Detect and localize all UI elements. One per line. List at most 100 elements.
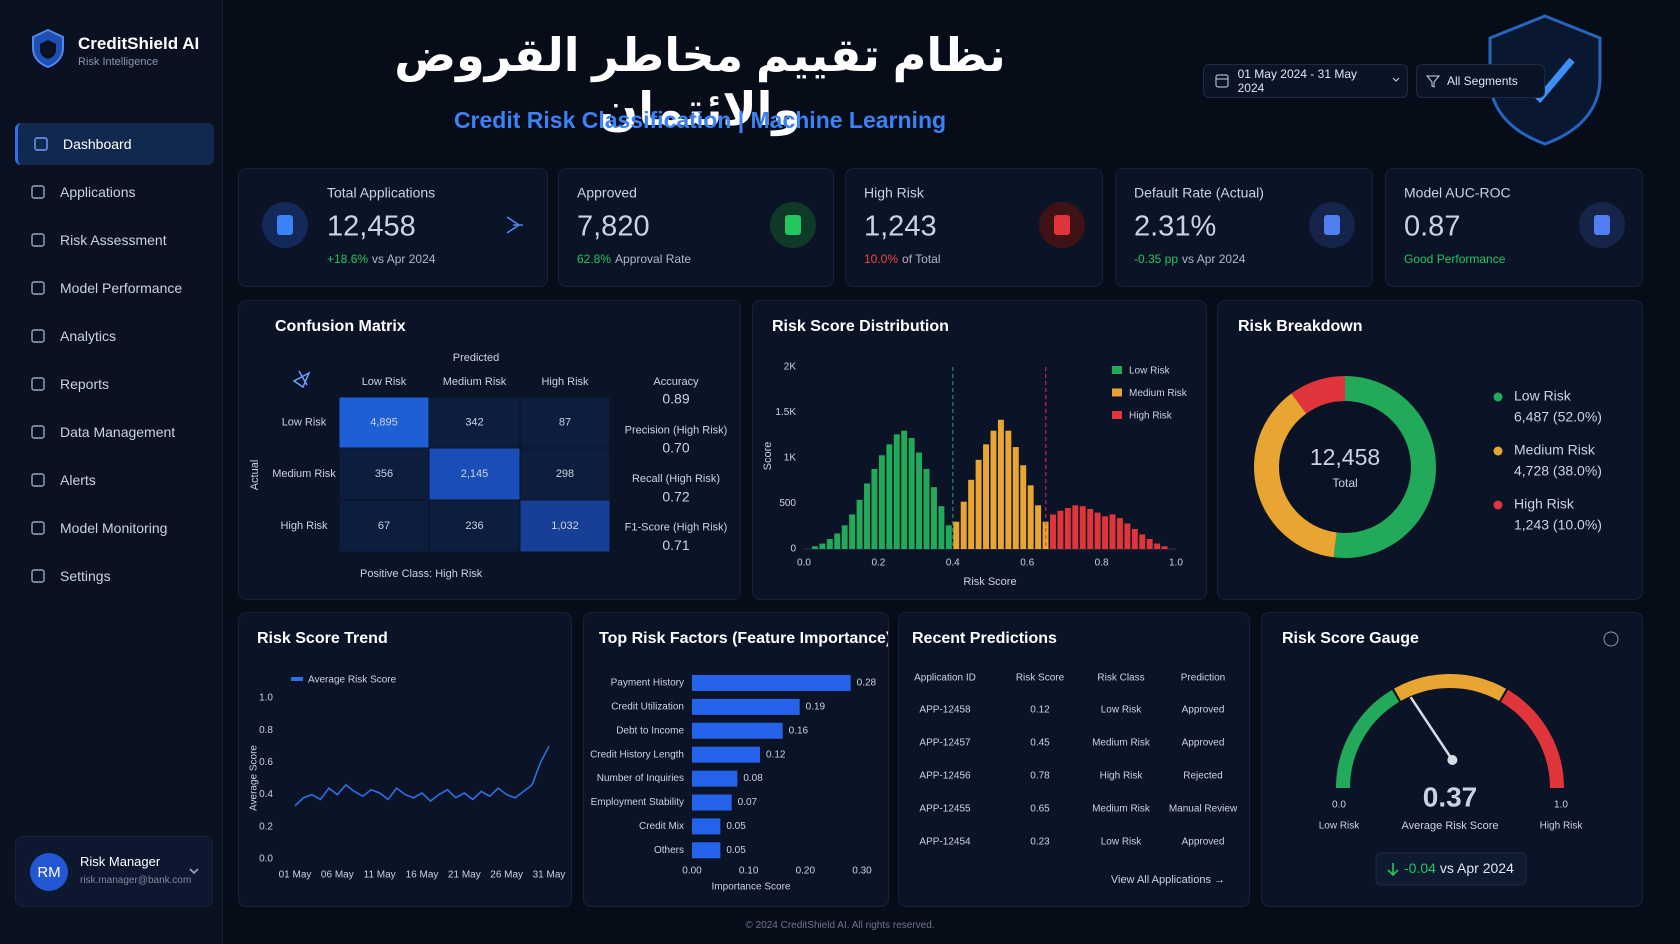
segment-filter[interactable]: All Segments (1416, 64, 1545, 98)
date-range-picker[interactable]: 01 May 2024 - 31 May 2024 (1203, 64, 1408, 98)
x-tick-label: 31 May (533, 870, 566, 881)
matrix-value: 4,895 (370, 416, 398, 428)
nav-icon (31, 281, 45, 295)
user-avatar: RM (30, 853, 68, 891)
date-range: 01 May 2024 - 31 May 2024 (1237, 67, 1357, 95)
kpi-trend-icon (506, 216, 523, 234)
histogram-bar (968, 479, 975, 549)
y-axis-title: Score (762, 442, 774, 471)
nav-item[interactable]: Applications (15, 171, 211, 213)
gauge-tick-caption: High Risk (1540, 821, 1584, 832)
legend-swatch (291, 677, 303, 681)
nav-item[interactable]: Dashboard (15, 123, 214, 165)
y-axis-title: Average Score (249, 745, 260, 811)
confusion-matrix-card: Confusion Matrix Predicted Actual Low Risk M… (238, 300, 741, 600)
matrix-cell (338, 396, 430, 449)
x-tick-label: 0.6 (1020, 558, 1034, 569)
nav-icon-shape (34, 137, 48, 151)
category-label: Credit History Length (590, 749, 684, 760)
gauge-label: Average Risk Score (1401, 820, 1498, 832)
nav-item[interactable]: Risk Assessment (15, 219, 211, 261)
nav-item[interactable]: Analytics (15, 315, 211, 357)
nav-item[interactable]: Data Management (15, 411, 211, 453)
matrix-cell (519, 499, 611, 553)
nav-icon-shape (31, 425, 45, 439)
histogram-bar (1027, 485, 1034, 549)
histogram-bar (1005, 430, 1012, 549)
y-tick-label: 0.2 (259, 821, 273, 832)
table-cell: APP-12458 (919, 705, 971, 716)
kpi-highlight: -0.35 pp (1134, 252, 1178, 266)
histogram-bar (1139, 534, 1146, 549)
card-title: Top Risk Factors (Feature Importance) (599, 630, 888, 647)
legend-label: High Risk (1514, 496, 1575, 512)
histogram-bar (878, 455, 885, 549)
card-title: Risk Breakdown (1238, 318, 1362, 335)
nav-label: Reports (60, 376, 110, 392)
histogram-bar (1161, 546, 1168, 549)
delta-note: vs Apr 2024 (1440, 860, 1514, 876)
matrix-value: 356 (375, 468, 393, 480)
card-title: Risk Score Trend (257, 630, 388, 647)
delta-text: -0.04 vs Apr 2024 (1404, 860, 1514, 876)
nav-icon (34, 137, 48, 151)
kpi-label: Model AUC-ROC (1404, 185, 1511, 201)
user-panel[interactable]: RM Risk Manager risk.manager@bank.com (15, 836, 213, 907)
matrix-cell (338, 499, 430, 553)
table-header: Risk Score (1016, 673, 1065, 684)
kpi-note: vs Apr 2024 (1182, 252, 1246, 266)
card-canvas: Risk Score Distribution 0 500 1K 1.5K 2K 0.0 0.… (762, 318, 1188, 588)
gauge-tick-caption: Low Risk (1319, 821, 1361, 832)
card-canvas: Confusion Matrix Predicted Actual Low Risk M… (249, 318, 728, 580)
histogram-bar (997, 419, 1004, 549)
table-cell: APP-12454 (919, 837, 971, 848)
matrix-value: 1,032 (551, 520, 579, 532)
table-cell: 0.12 (1030, 705, 1050, 716)
delta-value: -0.04 (1404, 860, 1436, 876)
nav-item[interactable]: Model Monitoring (15, 507, 211, 549)
histogram-bar (841, 525, 848, 549)
donut-segment (1254, 393, 1337, 558)
nav-label: Applications (60, 184, 136, 200)
donut-segment (1333, 376, 1436, 558)
nav-label: Alerts (60, 472, 96, 488)
x-tick-label: 21 May (448, 870, 481, 881)
matrix-value: 2,145 (461, 468, 489, 480)
matrix-icon (292, 370, 311, 389)
kpi-icon (785, 215, 801, 235)
gauge-tick-label: 1.0 (1554, 800, 1568, 811)
view-all-link[interactable]: View All Applications → (1111, 874, 1225, 886)
histogram-bar (1020, 465, 1027, 549)
kpi-canvas: Approved 7,820 62.8% Approval Rate (577, 185, 816, 266)
nav-icon (31, 521, 45, 535)
nav-label: Dashboard (63, 136, 132, 152)
histogram-bar (916, 452, 923, 549)
date-chevron (1392, 77, 1400, 82)
x-tick-label: 0.8 (1095, 558, 1109, 569)
nav-item[interactable]: Reports (15, 363, 211, 405)
y-tick-label: 1K (784, 453, 797, 464)
nav-label: Model Performance (60, 280, 183, 296)
page-title: نظام تقييم مخاطر القروض والائتمان (394, 29, 1006, 135)
legend-label: Medium Risk (1129, 388, 1188, 399)
category-label: Employment Stability (591, 797, 684, 808)
histogram-bar (901, 430, 908, 549)
nav-item[interactable]: Settings (15, 555, 211, 597)
nav-icon (31, 329, 45, 343)
nav-item[interactable]: Alerts (15, 459, 211, 501)
gauge-band (1393, 674, 1507, 701)
nav-item[interactable]: Model Performance (15, 267, 211, 309)
sidebar: CreditShield AI Risk Intelligence Dashbo… (0, 0, 223, 944)
segment-label: All Segments (1447, 74, 1518, 88)
histogram-bar (1124, 523, 1131, 549)
metric-label: F1-Score (High Risk) (625, 521, 728, 533)
x-tick-label: 0.30 (852, 866, 872, 877)
matrix-value: 67 (378, 520, 390, 532)
brand-logo (32, 28, 64, 68)
category-label: Credit Mix (639, 821, 684, 832)
histogram-bar (923, 468, 930, 549)
trend-card: Risk Score Trend Average Risk Score Averag… (238, 612, 572, 907)
histogram-bar (1057, 510, 1064, 549)
metric-value: 0.71 (662, 537, 689, 553)
